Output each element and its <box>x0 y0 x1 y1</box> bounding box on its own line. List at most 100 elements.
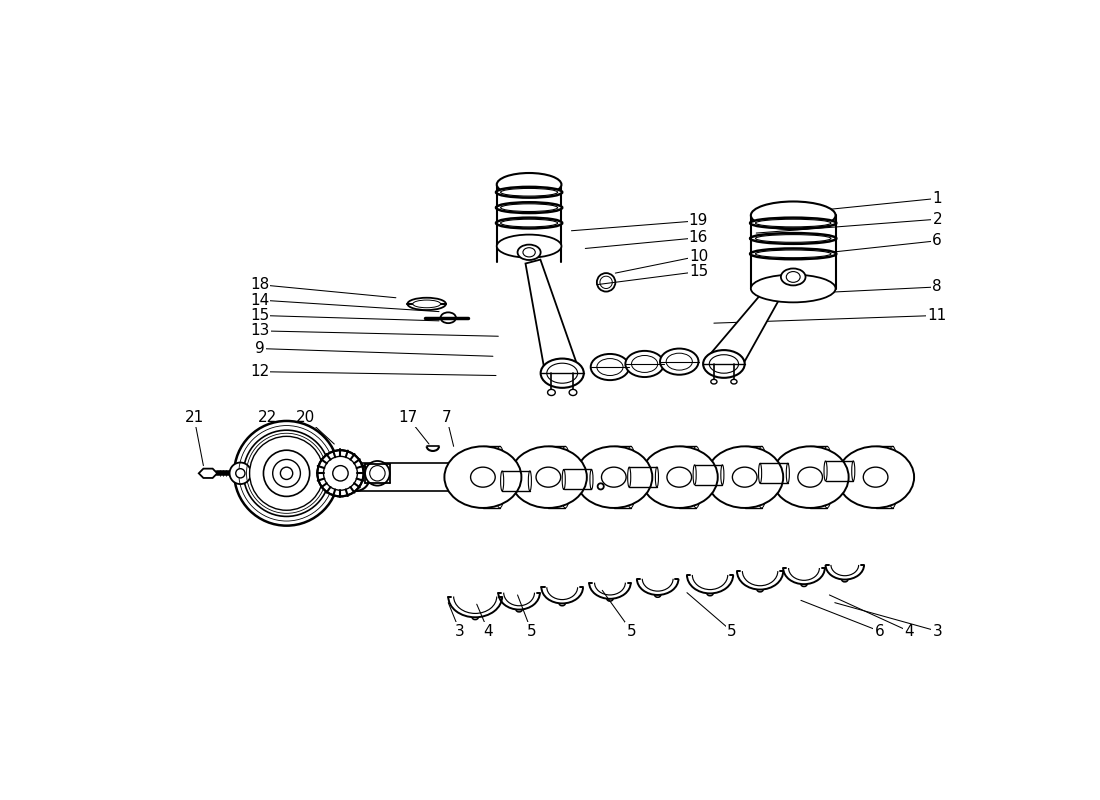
Ellipse shape <box>315 466 336 488</box>
Ellipse shape <box>750 233 836 244</box>
Text: 5: 5 <box>727 624 736 638</box>
Ellipse shape <box>440 312 455 323</box>
Ellipse shape <box>864 467 888 487</box>
Text: 1: 1 <box>933 191 942 206</box>
Ellipse shape <box>602 467 626 487</box>
Polygon shape <box>199 469 218 478</box>
Ellipse shape <box>510 446 587 508</box>
Ellipse shape <box>720 465 724 485</box>
Ellipse shape <box>786 463 790 483</box>
Ellipse shape <box>370 466 385 481</box>
Ellipse shape <box>500 219 558 227</box>
Ellipse shape <box>733 467 757 487</box>
Text: 8: 8 <box>933 279 942 294</box>
Text: 17: 17 <box>398 410 418 426</box>
Text: 22: 22 <box>257 410 277 426</box>
Ellipse shape <box>781 269 805 286</box>
Ellipse shape <box>756 234 830 242</box>
Text: 12: 12 <box>250 364 270 379</box>
Ellipse shape <box>536 467 561 487</box>
Ellipse shape <box>500 188 558 196</box>
Ellipse shape <box>597 483 604 490</box>
Ellipse shape <box>597 358 623 375</box>
Ellipse shape <box>496 218 562 229</box>
Ellipse shape <box>250 436 323 510</box>
Ellipse shape <box>706 446 783 508</box>
Ellipse shape <box>591 354 629 380</box>
Ellipse shape <box>667 467 692 487</box>
Ellipse shape <box>342 463 370 491</box>
Ellipse shape <box>786 271 800 282</box>
Text: 3: 3 <box>933 624 942 638</box>
Ellipse shape <box>710 354 738 373</box>
Ellipse shape <box>318 450 364 496</box>
Ellipse shape <box>273 459 300 487</box>
Ellipse shape <box>824 461 827 481</box>
Ellipse shape <box>625 351 664 377</box>
Ellipse shape <box>235 469 245 478</box>
Ellipse shape <box>547 363 578 383</box>
Ellipse shape <box>711 379 717 384</box>
Ellipse shape <box>693 465 696 485</box>
Text: 5: 5 <box>527 624 536 638</box>
Text: 10: 10 <box>689 249 708 264</box>
Ellipse shape <box>660 349 698 374</box>
Ellipse shape <box>590 470 593 490</box>
Ellipse shape <box>756 219 830 227</box>
Polygon shape <box>710 282 784 374</box>
Text: 6: 6 <box>874 624 884 638</box>
Ellipse shape <box>541 358 584 388</box>
Text: 15: 15 <box>250 308 270 323</box>
Text: 13: 13 <box>250 323 270 338</box>
Ellipse shape <box>656 467 659 487</box>
Ellipse shape <box>562 470 565 490</box>
Ellipse shape <box>234 421 339 526</box>
Ellipse shape <box>280 467 293 479</box>
Text: 21: 21 <box>185 410 204 426</box>
Ellipse shape <box>230 462 251 484</box>
Ellipse shape <box>496 202 562 213</box>
Ellipse shape <box>569 390 576 395</box>
Ellipse shape <box>500 204 558 211</box>
Ellipse shape <box>703 350 745 378</box>
Text: 20: 20 <box>296 410 316 426</box>
Ellipse shape <box>365 461 389 486</box>
Ellipse shape <box>497 173 561 196</box>
Text: 18: 18 <box>250 277 270 292</box>
Ellipse shape <box>407 298 446 310</box>
Text: 7: 7 <box>442 410 451 426</box>
Text: 5: 5 <box>627 624 636 638</box>
Polygon shape <box>526 259 579 378</box>
Ellipse shape <box>500 471 504 491</box>
Ellipse shape <box>631 355 658 373</box>
Ellipse shape <box>628 467 630 487</box>
Ellipse shape <box>496 187 562 198</box>
Ellipse shape <box>497 234 561 258</box>
Ellipse shape <box>264 450 310 496</box>
Ellipse shape <box>667 353 692 370</box>
Ellipse shape <box>640 446 717 508</box>
Text: 4: 4 <box>484 624 493 638</box>
Text: 15: 15 <box>689 264 708 279</box>
Ellipse shape <box>518 245 541 260</box>
Text: 19: 19 <box>689 214 708 228</box>
Ellipse shape <box>751 202 836 230</box>
Text: 14: 14 <box>250 293 270 307</box>
Ellipse shape <box>548 390 556 395</box>
Text: 11: 11 <box>927 308 947 323</box>
Ellipse shape <box>528 471 531 491</box>
Ellipse shape <box>243 430 330 517</box>
Ellipse shape <box>851 461 855 481</box>
Text: 2: 2 <box>933 212 942 226</box>
Ellipse shape <box>575 446 652 508</box>
Text: 9: 9 <box>255 341 264 356</box>
Ellipse shape <box>798 467 823 487</box>
Ellipse shape <box>522 248 536 257</box>
Ellipse shape <box>750 249 836 259</box>
Ellipse shape <box>323 456 358 490</box>
Ellipse shape <box>333 466 349 481</box>
Ellipse shape <box>412 300 440 308</box>
Text: 16: 16 <box>689 230 708 245</box>
Ellipse shape <box>837 446 914 508</box>
Text: 3: 3 <box>455 624 464 638</box>
